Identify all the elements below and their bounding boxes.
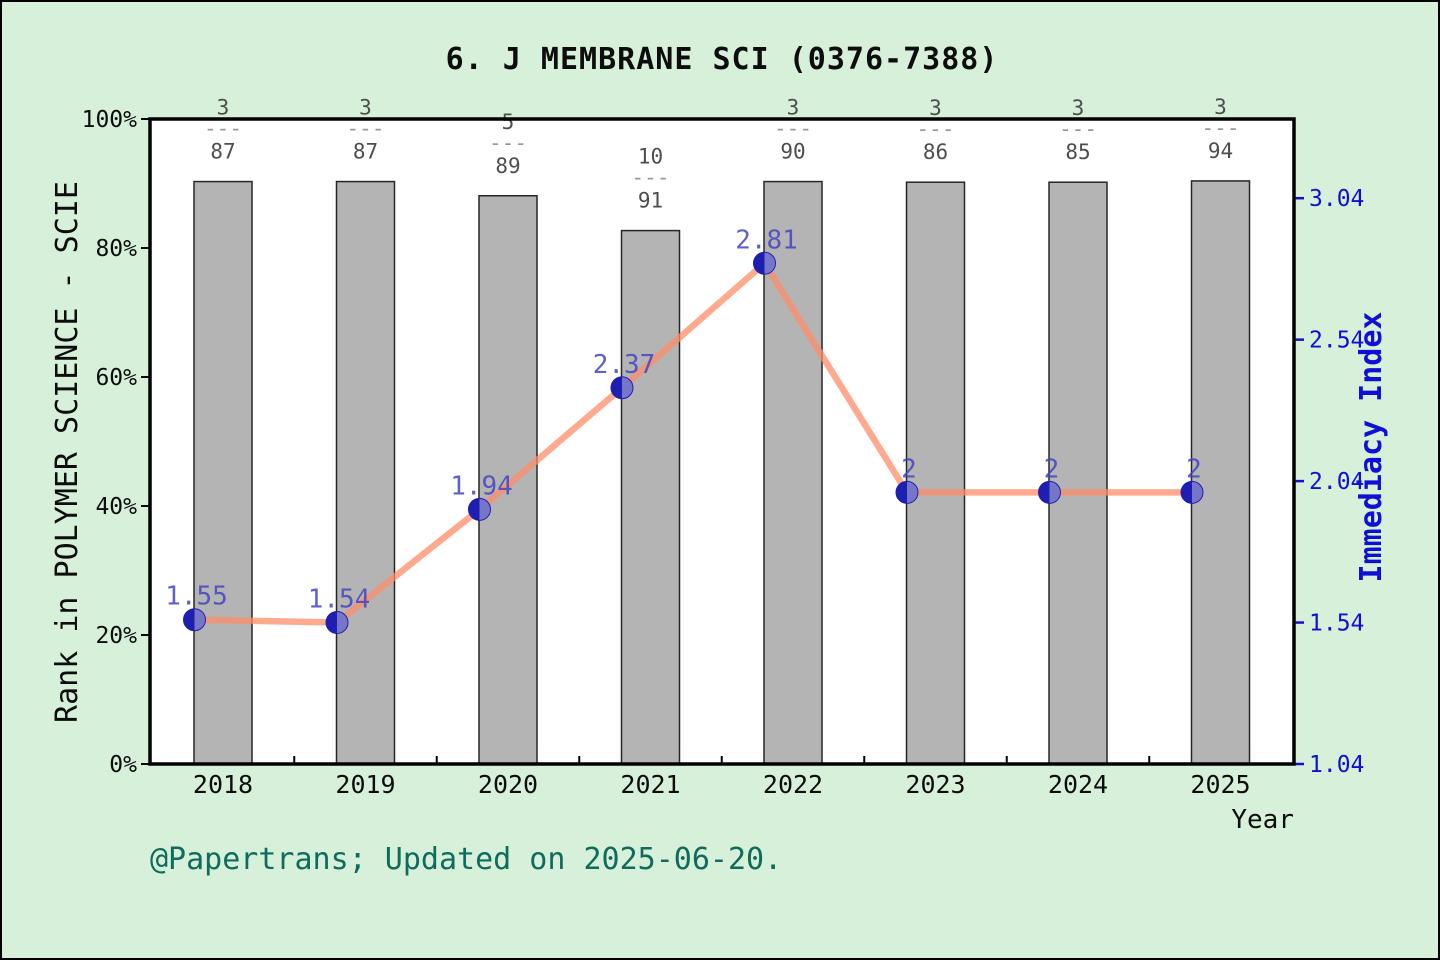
point-value-label: 2.37 (593, 350, 656, 380)
data-point (1180, 480, 1204, 504)
bar-rank-denominator: 90 (780, 140, 805, 164)
left-tick-label: 0% (109, 752, 137, 778)
x-tick-label: 2022 (763, 770, 823, 799)
bar (478, 195, 538, 765)
x-tick-label: 2023 (905, 770, 965, 799)
x-tick-label: 2020 (478, 770, 538, 799)
bar-rank-denominator: 85 (1065, 140, 1090, 164)
bar-rank-numerator: 10 (638, 145, 663, 169)
bar (1190, 180, 1251, 765)
bar-rank-divider: --- (632, 166, 670, 190)
x-tick-label: 2018 (193, 770, 253, 799)
data-point (610, 376, 634, 400)
right-tick-label: 1.04 (1309, 752, 1364, 778)
chart-title: 6. J MEMBRANE SCI (0376-7388) (445, 42, 999, 77)
point-value-label: 1.55 (165, 582, 228, 612)
footer-credit: @Papertrans; Updated on 2025-06-20. (150, 842, 783, 877)
x-tick-label: 2024 (1048, 770, 1108, 799)
left-tick-label: 100% (82, 107, 138, 133)
left-tick-label: 40% (95, 494, 137, 520)
bar-rank-numerator: 3 (1072, 96, 1085, 120)
data-point (895, 480, 919, 504)
right-tick-label: 1.54 (1309, 611, 1364, 637)
trend-line (191, 260, 1196, 626)
bar (620, 229, 681, 765)
left-tick-label: 60% (95, 365, 137, 391)
x-tick-label: 2025 (1190, 770, 1250, 799)
bar-rank-divider: --- (1059, 117, 1097, 141)
bar-rank-denominator: 87 (353, 140, 378, 164)
bar-rank-numerator: 3 (787, 96, 800, 120)
left-tick-label: 20% (95, 623, 137, 649)
point-value-label: 1.54 (308, 585, 371, 615)
left-tick-label: 80% (95, 236, 137, 262)
bar-rank-denominator: 86 (923, 140, 948, 164)
right-tick-label: 3.04 (1309, 186, 1364, 212)
x-tick-label: 2021 (620, 770, 680, 799)
x-tick-label: 2019 (335, 770, 395, 799)
right-tick-label: 2.04 (1309, 469, 1364, 495)
bar-rank-denominator: 87 (210, 140, 235, 164)
bar (905, 181, 966, 765)
bar-rank-numerator: 3 (1214, 95, 1227, 119)
point-value-label: 1.94 (450, 471, 513, 501)
plot-frame (148, 117, 1296, 766)
bar-rank-numerator: 3 (929, 96, 942, 120)
bar (1048, 181, 1108, 765)
plot-background (150, 119, 1294, 764)
point-value-label: 2 (901, 454, 917, 484)
bar-rank-divider: --- (917, 117, 955, 141)
data-point (183, 608, 206, 632)
right-tick-label: 2.54 (1309, 328, 1364, 354)
data-point (1038, 480, 1061, 504)
data-point (468, 497, 491, 521)
point-value-label: 2 (1044, 454, 1060, 484)
bar-rank-denominator: 89 (495, 154, 520, 178)
data-point (753, 251, 776, 275)
bar-rank-divider: --- (489, 131, 527, 155)
bar (335, 180, 396, 765)
bar-rank-numerator: 5 (502, 110, 515, 134)
bar (193, 180, 253, 765)
bar-rank-numerator: 3 (359, 96, 372, 120)
x-axis-title: Year (1231, 805, 1294, 835)
data-point (325, 611, 349, 635)
bar-rank-denominator: 94 (1208, 139, 1233, 163)
point-value-label: 2.81 (735, 225, 798, 255)
bar-rank-numerator: 3 (217, 96, 230, 120)
point-value-label: 2 (1186, 454, 1202, 484)
bar-rank-denominator: 91 (638, 189, 663, 213)
